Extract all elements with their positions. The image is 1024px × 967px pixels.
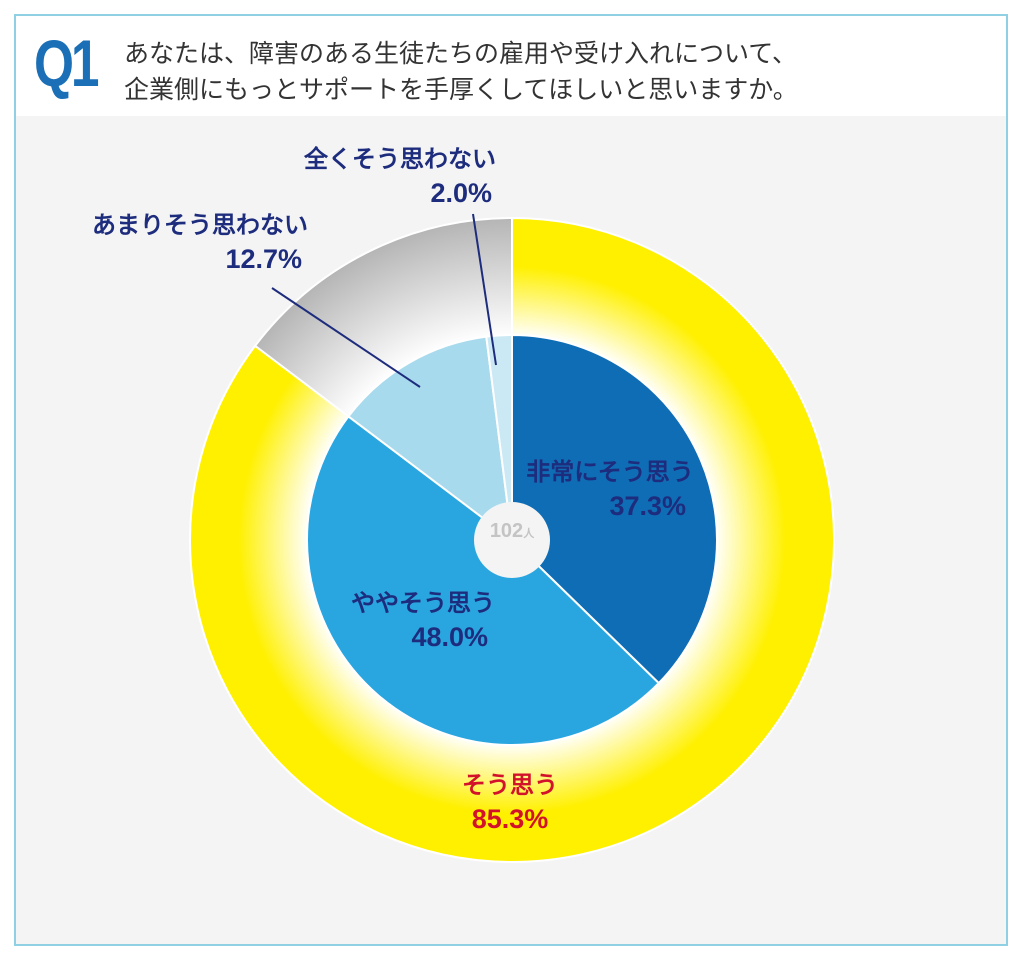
inner-slice-0: [511, 333, 718, 685]
label-disagree: あまりそう思わない 12.7%: [92, 211, 308, 274]
question-header: Q1 あなたは、障害のある生徒たちの雇用や受け入れについて、 企業側にもっとサポ…: [16, 16, 1006, 116]
label-somewhat-agree: ややそう思う 48.0%: [351, 589, 495, 652]
question-number: Q1: [34, 26, 100, 100]
question-line-2: 企業側にもっとサポートを手厚くしてほしいと思いますか。: [124, 75, 798, 104]
question-line-1: あなたは、障害のある生徒たちの雇用や受け入れについて、: [124, 39, 798, 68]
label-agree-total: そう思う 85.3%: [462, 771, 558, 834]
label-strongly-agree: 非常にそう思う 37.3%: [526, 458, 694, 521]
inner-slice-3: [485, 333, 513, 541]
center-circle: [474, 502, 550, 578]
leader-line-disagree: [271, 287, 421, 388]
question-text: あなたは、障害のある生徒たちの雇用や受け入れについて、 企業側にもっとサポートを…: [124, 36, 798, 108]
inner-slice-2: [347, 335, 514, 543]
inner-slice-1: [306, 414, 661, 746]
total-respondents: 102人: [489, 520, 535, 542]
label-strongly-disagree: 全くそう思わない 2.0%: [304, 145, 496, 208]
leader-line-strongly-disagree: [472, 213, 497, 366]
